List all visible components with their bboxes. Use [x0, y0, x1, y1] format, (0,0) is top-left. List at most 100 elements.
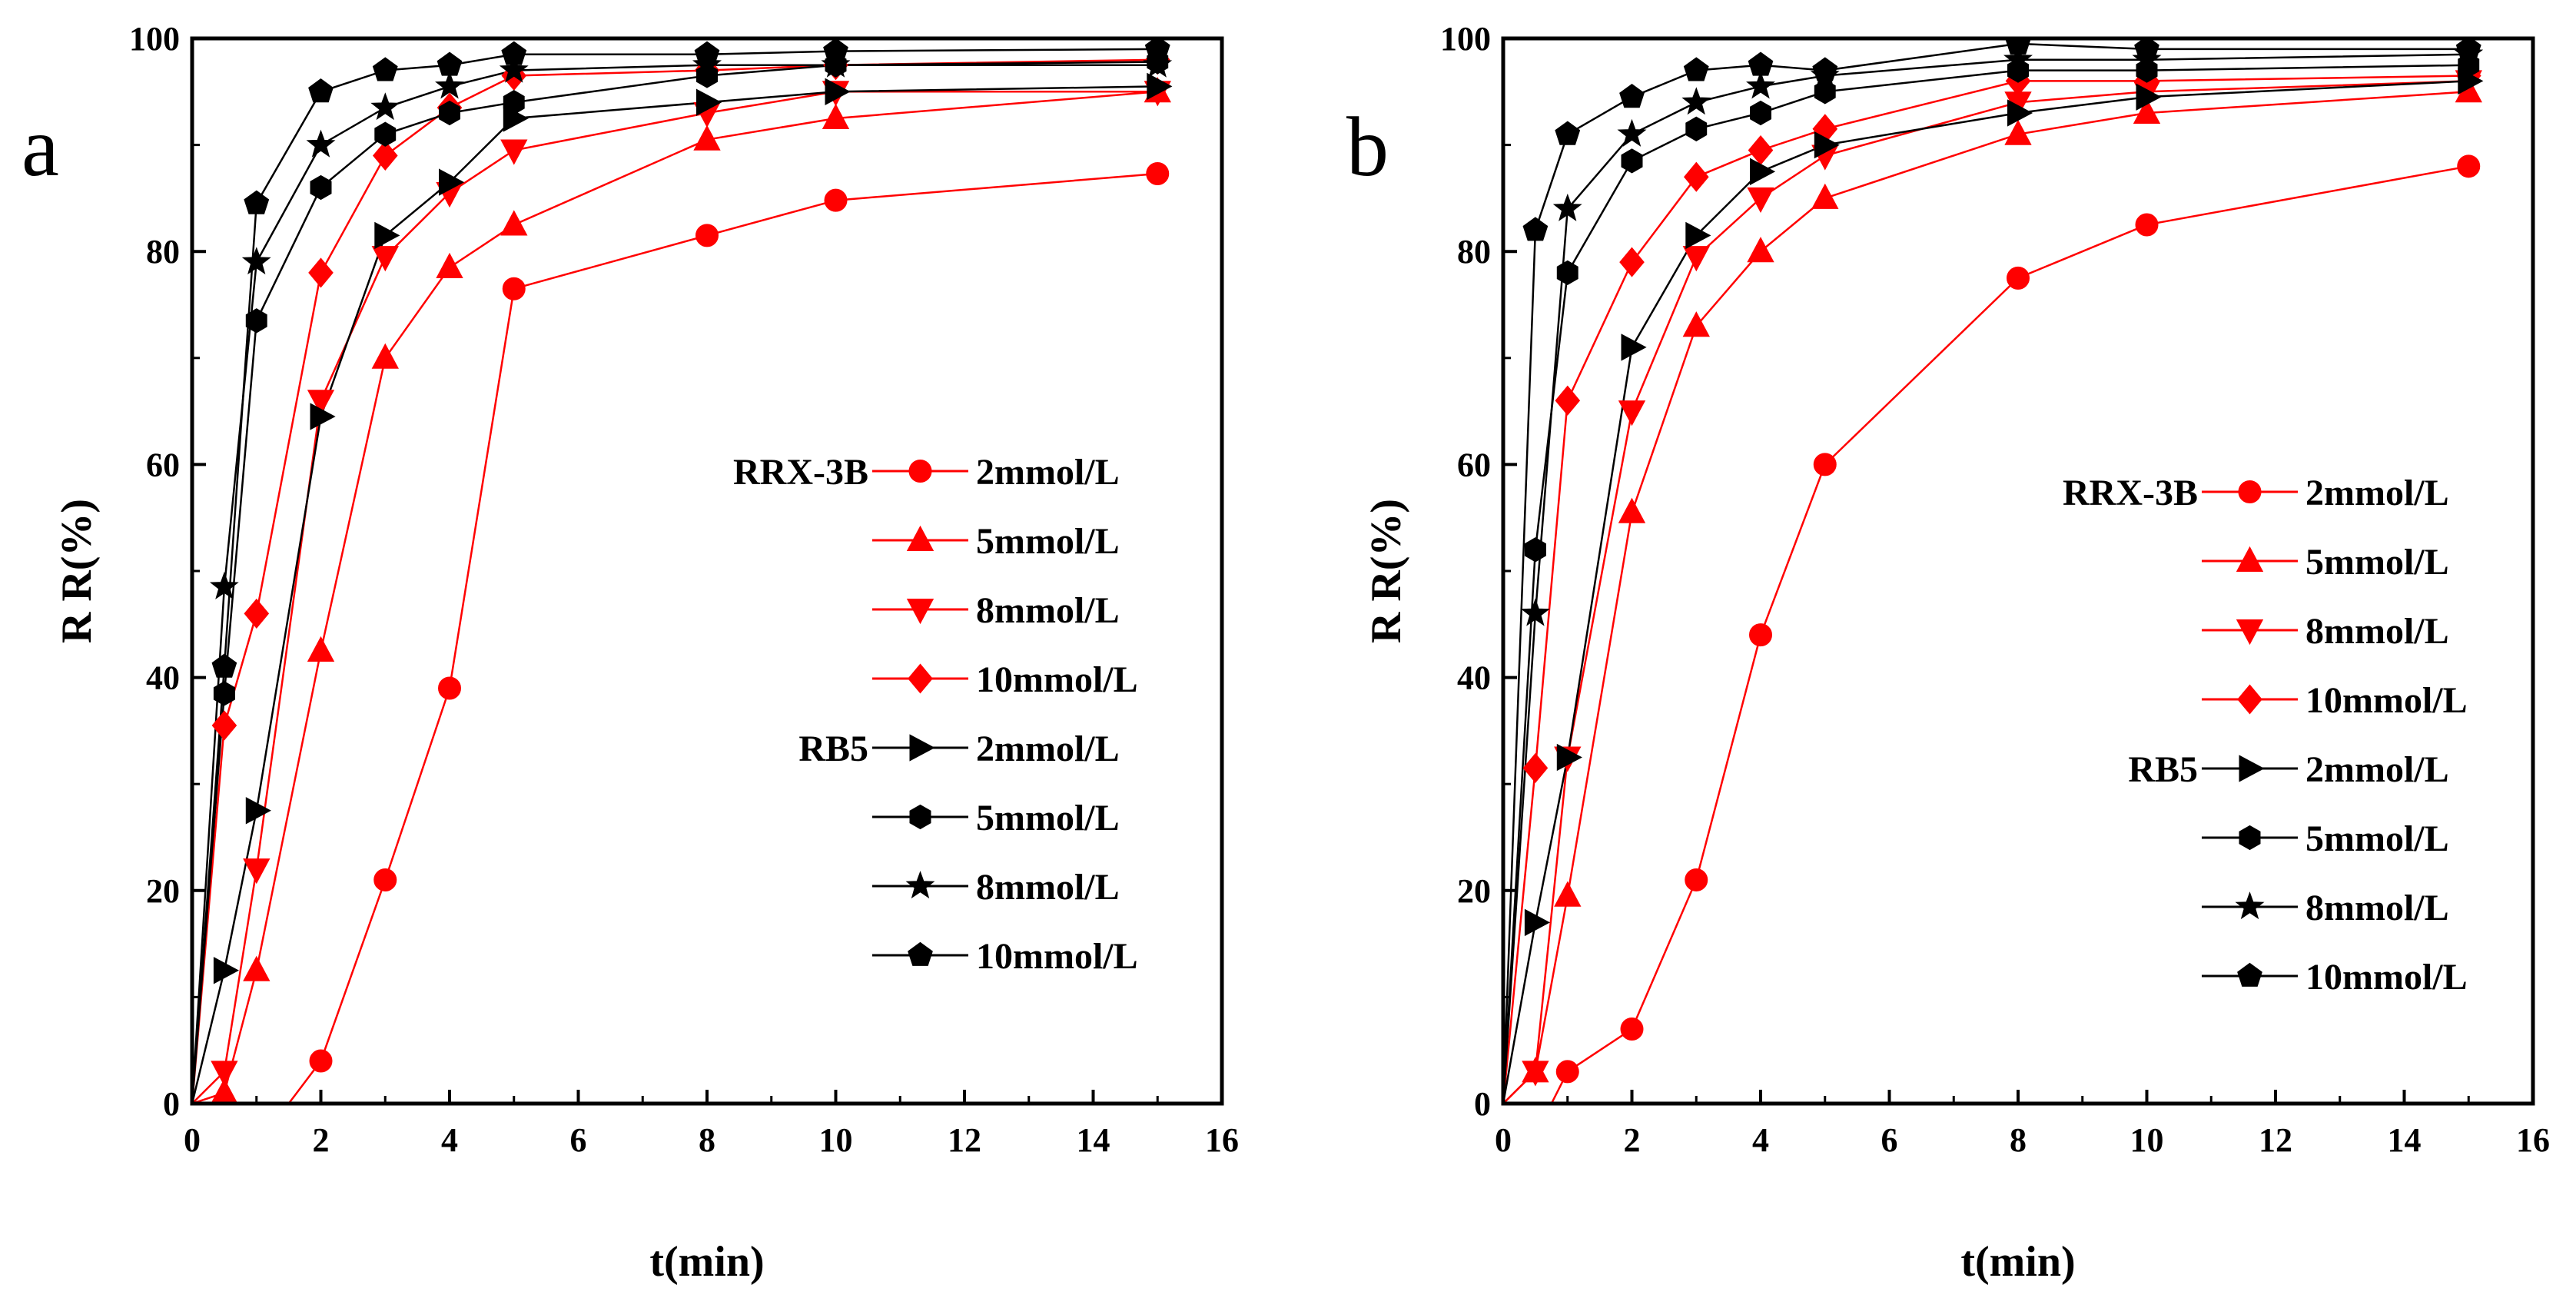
data-point — [825, 78, 851, 105]
data-point — [1555, 385, 1581, 416]
data-point — [1618, 497, 1646, 523]
data-point — [1621, 148, 1643, 174]
data-point — [503, 90, 525, 115]
data-point — [1522, 1061, 1549, 1087]
data-point — [1618, 400, 1646, 427]
data-point — [245, 308, 267, 334]
data-point — [213, 681, 235, 706]
data-point — [1522, 752, 1549, 783]
y-tick-label: 80 — [1457, 233, 1491, 271]
data-point — [243, 955, 271, 981]
data-point — [1556, 743, 1582, 772]
data-point — [437, 51, 463, 76]
series-line-rb5-10mmoll — [192, 48, 1158, 1104]
y-tick-label: 0 — [1474, 1085, 1491, 1123]
data-point — [310, 174, 332, 201]
data-point — [1685, 868, 1708, 891]
data-point — [2007, 266, 2030, 290]
data-point — [1147, 72, 1173, 101]
data-point — [372, 57, 398, 81]
data-point — [694, 41, 720, 65]
data-point — [246, 1135, 267, 1157]
legend-marker — [906, 599, 934, 625]
data-point — [371, 246, 399, 272]
x-axis-label: t(min) — [649, 1238, 764, 1286]
series-markers-rb5-8mmoll — [209, 49, 1173, 599]
legend-entry-label: 2mmol/L — [976, 729, 1120, 769]
x-tick-label: 8 — [2010, 1121, 2027, 1159]
data-point — [1814, 79, 1836, 105]
data-point — [211, 710, 237, 741]
series-markers-rrx-3b-2mmoll — [1525, 154, 2481, 1147]
legend-entry-label: 5mmol/L — [2305, 818, 2449, 859]
data-point — [1146, 162, 1170, 186]
data-point — [1619, 83, 1645, 108]
legend-marker — [909, 734, 935, 762]
data-point — [1525, 1125, 1546, 1147]
x-tick-label: 4 — [441, 1121, 458, 1159]
series-line-rrx-3b-5mmoll — [1503, 91, 2469, 1104]
data-point — [439, 168, 465, 196]
series-markers-rb5-2mmoll — [213, 72, 1173, 984]
data-point — [1556, 260, 1578, 286]
data-point — [501, 41, 527, 65]
chart-panel-b: 0 2 4 6 8 10 12 14 16 0 20 40 60 80 100 t(min) R R(%) b 2m… — [1346, 20, 2550, 1286]
legend-group-label: RB5 — [2128, 749, 2198, 790]
legend-marker — [2235, 891, 2265, 920]
legend-marker — [2239, 755, 2265, 782]
x-tick-label: 12 — [2259, 1121, 2292, 1159]
legend-entry-label: 8mmol/L — [976, 867, 1120, 908]
y-axis-label: R R(%) — [53, 499, 101, 643]
y-tick-label: 60 — [146, 446, 180, 483]
legend-entry-label: 8mmol/L — [2305, 888, 2449, 928]
data-point — [2004, 119, 2032, 145]
legend-marker — [2238, 480, 2262, 503]
data-point — [1748, 51, 1774, 76]
legend-marker — [2239, 825, 2261, 851]
x-tick-label: 6 — [570, 1121, 587, 1159]
legend-entry-label: 5mmol/L — [976, 798, 1120, 838]
x-tick-label: 16 — [1205, 1121, 1239, 1159]
data-point — [1747, 187, 1774, 214]
data-point — [438, 676, 461, 700]
legend-marker — [2236, 619, 2264, 646]
legend: 2mmol/L 5mmol/L 8mmol/L 10mmol/L 2mmol/L 5mmo… — [2063, 473, 2468, 998]
x-axis-label: t(min) — [1960, 1238, 2075, 1286]
data-point — [2133, 98, 2161, 124]
data-point — [374, 221, 400, 250]
data-point — [244, 190, 270, 214]
legend-entry-label: 10mmol/L — [2305, 680, 2468, 721]
chart-panel-a: 0 2 4 6 8 10 12 14 16 0 20 40 60 80 100 t(min) R R(%) a 2m… — [22, 20, 1239, 1286]
series-line-rrx-3b-5mmoll — [192, 91, 1158, 1104]
data-point — [1814, 131, 1840, 159]
data-point — [213, 957, 240, 984]
legend-entry-label: 2mmol/L — [2305, 473, 2449, 513]
series-line-rb5-10mmoll — [1503, 42, 2469, 1104]
data-point — [2457, 154, 2481, 178]
series-line-rrx-3b-8mmoll — [1503, 80, 2469, 1104]
data-point — [823, 38, 848, 62]
y-tick-label: 40 — [146, 659, 180, 697]
data-point — [1619, 247, 1645, 277]
data-point — [1555, 1060, 1579, 1084]
data-point — [1749, 623, 1772, 647]
data-point — [1552, 193, 1582, 221]
x-tick-label: 6 — [1881, 1121, 1898, 1159]
legend-entry-label: 8mmol/L — [2305, 611, 2449, 652]
x-tick-label: 14 — [1077, 1121, 1110, 1159]
series-line-rb5-2mmoll — [192, 85, 1158, 1104]
plot-area — [192, 38, 1173, 1157]
x-tick-label: 2 — [1624, 1121, 1641, 1159]
y-tick-label: 20 — [1457, 872, 1491, 910]
series-markers-rrx-3b-8mmoll — [211, 81, 1171, 1087]
legend-marker — [906, 525, 934, 551]
data-point — [1554, 881, 1582, 907]
series-line-rb5-5mmoll — [1503, 64, 2469, 1104]
series-line-rrx-3b-8mmoll — [192, 91, 1158, 1104]
data-point — [1620, 1017, 1644, 1041]
data-point — [696, 88, 722, 116]
data-point — [695, 224, 719, 247]
data-point — [2135, 213, 2159, 237]
data-point — [374, 121, 397, 147]
